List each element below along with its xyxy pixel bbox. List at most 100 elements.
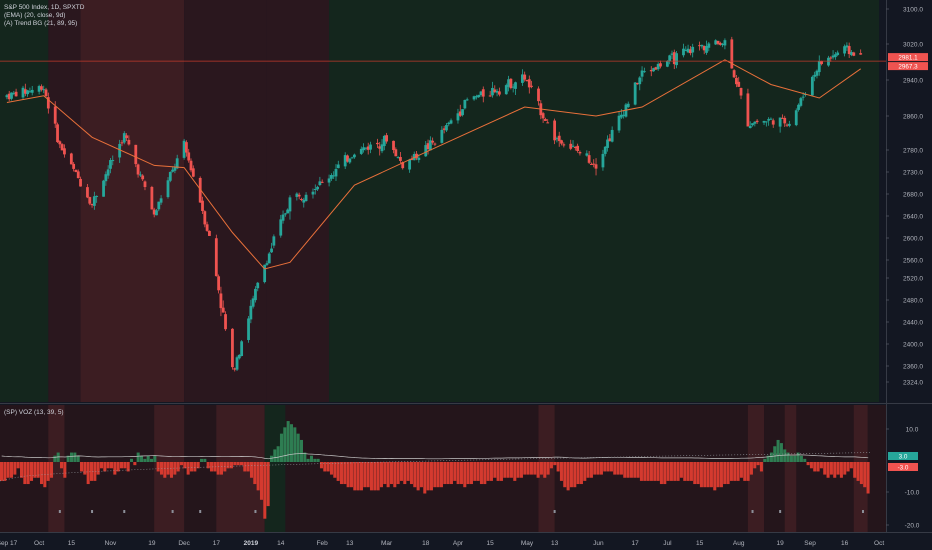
histogram-bar	[419, 462, 423, 488]
legend-symbol[interactable]: S&P 500 Index, 1D, SPXTD	[4, 4, 85, 11]
candle	[488, 90, 492, 97]
candle	[514, 81, 517, 95]
candle-body	[410, 159, 414, 161]
histogram-bar	[126, 462, 130, 472]
candle	[168, 171, 172, 183]
histogram-bar	[209, 462, 214, 472]
candle-body	[723, 40, 727, 46]
histogram-bar	[139, 455, 144, 462]
histogram-bar	[499, 462, 503, 481]
candle-body	[21, 87, 25, 98]
candle-body	[491, 87, 494, 96]
legend-trend[interactable]: (A) Trend BG (21, 89, 95)	[4, 20, 78, 27]
candle-body	[125, 135, 128, 139]
osc-tick-label: -20.0	[905, 523, 920, 530]
histogram-bar	[559, 462, 563, 481]
candle-body	[136, 164, 140, 175]
histogram-bar	[59, 462, 64, 469]
candle-body	[208, 230, 211, 236]
candle-body	[302, 199, 306, 203]
candle-body	[270, 248, 273, 253]
candle-body	[56, 124, 59, 143]
candle	[410, 155, 414, 161]
signal-marker	[254, 510, 257, 513]
candle	[102, 179, 105, 197]
candle-body	[748, 126, 752, 129]
histogram-bar	[66, 455, 70, 462]
histogram-bar	[176, 462, 180, 472]
candle	[659, 60, 662, 69]
candle	[833, 51, 837, 60]
candle-body	[525, 79, 529, 81]
candle	[247, 316, 250, 343]
candle-body	[785, 124, 789, 126]
histogram-bar	[576, 462, 580, 485]
candle-body	[562, 144, 566, 146]
legend-ma[interactable]: (EMA) (20, close, 9d)	[4, 12, 66, 19]
candle	[385, 132, 389, 144]
candle	[217, 274, 221, 294]
candle	[530, 80, 533, 89]
histogram-bar	[716, 462, 720, 488]
histogram-bar	[306, 458, 310, 462]
candle	[336, 160, 340, 169]
time-tick-label: Feb	[317, 540, 329, 547]
legend-oscillator[interactable]: (SP) VOZ (13, 39, 5)	[4, 409, 64, 416]
candle	[813, 71, 817, 82]
candle-body	[141, 175, 145, 180]
time-tick-label: Jul	[663, 540, 672, 547]
candle	[240, 340, 244, 357]
candle-body	[364, 147, 368, 149]
candle-body	[601, 153, 605, 168]
histogram-bar	[863, 462, 867, 488]
histogram-bar	[279, 433, 283, 462]
candle-body	[191, 168, 195, 177]
histogram-bar	[856, 462, 860, 481]
candle	[739, 87, 743, 100]
candle	[380, 139, 384, 154]
histogram-bar	[396, 462, 400, 485]
candle	[23, 83, 27, 97]
candle	[640, 66, 644, 82]
histogram-bar	[826, 462, 830, 478]
histogram-bar	[849, 462, 853, 469]
histogram-bar	[606, 462, 610, 472]
histogram-bar	[263, 462, 267, 519]
candle	[302, 197, 306, 208]
histogram-bar	[526, 462, 530, 475]
candle-body	[254, 288, 257, 301]
histogram-bar	[349, 462, 353, 488]
candle	[652, 67, 655, 72]
histogram-bar	[679, 462, 683, 478]
histogram-bar	[689, 462, 693, 481]
candle-body	[560, 140, 563, 144]
histogram-bar	[96, 462, 100, 475]
candle-body	[281, 214, 285, 221]
candle-body	[182, 140, 186, 158]
candle	[557, 131, 561, 147]
candle-body	[461, 109, 464, 116]
candle	[456, 108, 460, 124]
candle-body	[417, 157, 421, 160]
histogram-bar	[693, 462, 697, 485]
candle	[125, 133, 128, 141]
histogram-bar	[529, 462, 533, 475]
candle-body	[7, 93, 11, 100]
histogram-bar	[746, 462, 750, 481]
candle	[346, 154, 349, 163]
histogram-bar	[596, 462, 600, 475]
candle-body	[447, 122, 451, 125]
histogram-bar	[153, 455, 157, 462]
candle	[396, 156, 400, 159]
histogram-bar	[109, 462, 114, 469]
histogram-bar	[839, 462, 843, 478]
histogram-bar	[376, 462, 380, 491]
histogram-bar	[19, 462, 24, 478]
candle-body	[449, 120, 453, 124]
candle	[787, 120, 791, 128]
candle	[343, 152, 347, 170]
candle-body	[843, 46, 846, 54]
candle-body	[456, 113, 460, 121]
candle	[254, 286, 257, 303]
